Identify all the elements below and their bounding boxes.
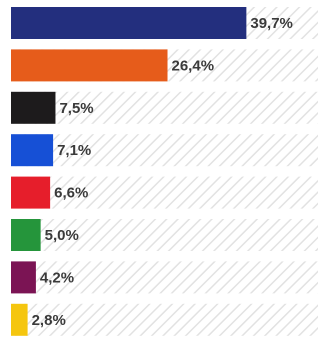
value-label: 5,0%: [45, 227, 79, 244]
bar: [11, 7, 247, 39]
value-label: 26,4%: [172, 57, 215, 74]
bar: [11, 176, 51, 209]
bar: [11, 219, 41, 251]
bar: [11, 49, 168, 82]
bar-track: [11, 176, 318, 209]
value-label: 7,5%: [59, 100, 93, 117]
bar: [11, 91, 56, 124]
value-label: 4,2%: [40, 269, 74, 286]
bar: [11, 303, 28, 336]
bar-track: [11, 303, 318, 336]
bar: [11, 261, 36, 294]
bar: [11, 134, 54, 167]
value-label: 7,1%: [57, 142, 91, 159]
value-label: 2,8%: [32, 312, 66, 329]
value-label: 39,7%: [250, 15, 293, 32]
bar-track: [11, 219, 318, 251]
value-label: 6,6%: [54, 185, 88, 202]
bar-track: [11, 134, 318, 167]
bar-track: [11, 91, 318, 124]
bar-track: [11, 261, 318, 294]
